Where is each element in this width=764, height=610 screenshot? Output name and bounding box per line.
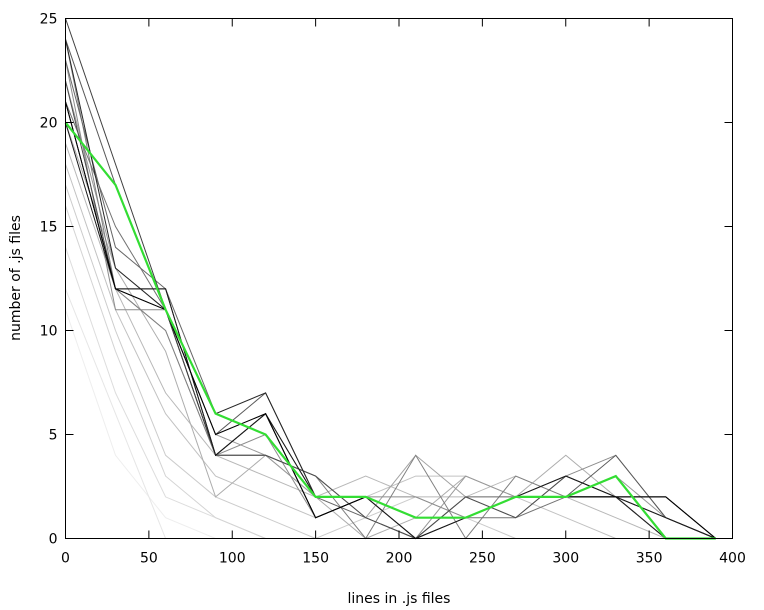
series-line-1	[65, 309, 716, 539]
series-line-11	[65, 60, 716, 539]
y-tick-label: 15	[40, 220, 58, 236]
plot-frame	[65, 18, 733, 539]
x-tick-label: 150	[302, 551, 329, 567]
x-tick-label: 50	[140, 551, 158, 567]
series-line-6	[65, 163, 716, 539]
y-tick-label: 25	[40, 12, 58, 28]
series-line-4	[65, 205, 716, 539]
series-line-18	[65, 101, 717, 540]
series-line-8	[65, 122, 716, 540]
series-line-5	[65, 184, 716, 540]
x-tick-label: 300	[552, 551, 579, 567]
series-line-9	[65, 101, 716, 539]
x-tick-label: 0	[61, 551, 70, 567]
series-line-2	[65, 288, 716, 539]
series-line-14	[65, 59, 716, 540]
x-tick-label: 200	[386, 551, 413, 567]
x-tick-label: 100	[219, 551, 246, 567]
y-tick-label: 5	[49, 428, 58, 444]
x-axis-label: lines in .js files	[348, 591, 451, 607]
series-line-22	[64, 121, 716, 540]
series-line-20	[65, 122, 716, 540]
series-line-3	[65, 247, 716, 539]
series-line-17	[65, 18, 716, 539]
tick-layer: 0 50 100 150 200 250 300 350 400 0 5 10 15 20 25	[40, 12, 746, 567]
series-line-21	[65, 101, 717, 539]
x-tick-label: 250	[469, 551, 496, 567]
series-layer	[64, 18, 717, 540]
y-tick-label: 20	[40, 116, 58, 132]
y-axis-label: number of .js files	[8, 215, 24, 341]
x-tick-label: 350	[636, 551, 663, 567]
y-tick-label: 10	[40, 324, 58, 340]
x-tick-label: 400	[719, 551, 746, 567]
series-line-13	[65, 101, 716, 539]
y-tick-label: 0	[49, 532, 58, 548]
